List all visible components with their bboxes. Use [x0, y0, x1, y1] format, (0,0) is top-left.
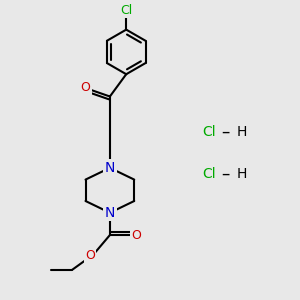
Text: N: N: [105, 161, 115, 175]
Text: –: –: [222, 165, 230, 183]
Text: O: O: [85, 249, 95, 262]
Text: H: H: [237, 125, 247, 139]
Text: O: O: [81, 81, 90, 94]
Text: Cl: Cl: [202, 125, 216, 139]
Text: –: –: [222, 123, 230, 141]
Text: Cl: Cl: [120, 4, 132, 17]
Text: N: N: [105, 206, 115, 220]
Text: H: H: [237, 167, 247, 181]
Text: O: O: [132, 229, 142, 242]
Text: Cl: Cl: [202, 167, 216, 181]
